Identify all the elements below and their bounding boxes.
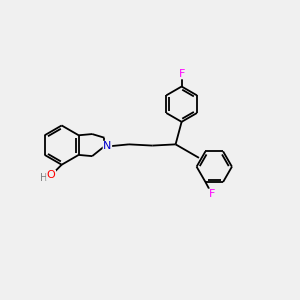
Text: F: F	[208, 189, 215, 199]
Text: N: N	[103, 141, 112, 151]
Text: O: O	[47, 170, 56, 180]
Text: H: H	[40, 173, 47, 183]
Text: F: F	[178, 69, 185, 79]
